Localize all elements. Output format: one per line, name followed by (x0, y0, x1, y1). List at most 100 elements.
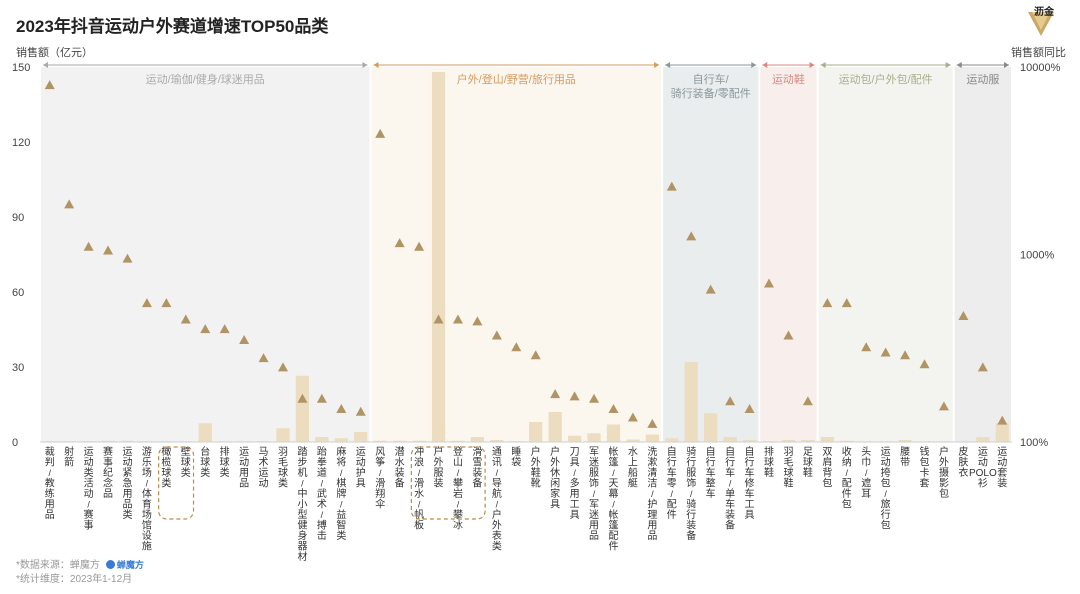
growth-marker (141, 298, 152, 308)
group-bracket-arrow-left (665, 62, 671, 68)
growth-marker (258, 353, 269, 363)
x-tick-label: 游乐场/体育场馆设施 (142, 445, 152, 553)
x-tick-label: 冲浪/滑水/帆板 (414, 445, 424, 532)
x-tick-label: 羽毛球鞋 (783, 446, 793, 490)
brand-logo: 蝉魔方 (105, 558, 144, 571)
x-tick-label: 自行车整车 (706, 445, 716, 500)
bar (548, 412, 562, 442)
bar (451, 440, 465, 442)
x-tick-label: 军迷服饰/军迷用品 (589, 446, 599, 542)
bar (431, 72, 446, 442)
group-bracket-arrow-left (820, 62, 826, 68)
growth-marker (103, 245, 114, 255)
x-tick-label: 骑行服饰/骑行装备 (686, 445, 696, 542)
y-tick-label: 0 (12, 437, 18, 449)
brand-icon (105, 560, 115, 569)
x-tick-label: 通讯/导航/户外表类 (492, 446, 502, 553)
x-tick-label: 运动类活动/赛事 (84, 446, 94, 532)
bar (198, 423, 212, 442)
logo-text: 沥金 (1034, 7, 1054, 18)
bar (820, 437, 834, 442)
group-label: 自行车/骑行装备/零配件 (671, 72, 751, 100)
x-tick-label: 排球类 (220, 445, 230, 479)
highlight-box (410, 446, 486, 520)
growth-marker (452, 314, 463, 324)
x-tick-label: 腰带 (900, 446, 910, 469)
growth-marker (647, 418, 658, 428)
x-tick-label: 裁判/教练用品 (45, 445, 55, 521)
x-tick-label: 运动套装 (997, 446, 1007, 490)
stat-period: *统计维度：2023年1-12月 (16, 574, 133, 585)
x-tick-label: 户外摄影包 (939, 445, 949, 500)
bar (801, 440, 815, 442)
growth-marker (958, 310, 969, 320)
growth-marker (686, 231, 697, 241)
growth-marker (938, 401, 949, 411)
y2-tick-label: 10000% (1020, 62, 1061, 74)
group-bracket-arrow-right (945, 62, 951, 68)
growth-marker (161, 298, 172, 308)
x-tick-label: 滑雪装备 (472, 446, 482, 490)
bar (295, 375, 310, 442)
y-tick-label: 30 (12, 362, 24, 374)
bar (120, 440, 135, 442)
bar (490, 440, 504, 442)
growth-marker (880, 347, 891, 357)
x-tick-label: 运动护具 (356, 446, 366, 490)
group-label: 运动鞋 (772, 72, 805, 86)
growth-marker (861, 342, 872, 352)
brand-name: 蝉魔方 (116, 560, 144, 570)
y-tick-label: 60 (12, 287, 24, 299)
group-bracket-arrow-left (43, 62, 48, 68)
x-tick-label: 台球类 (200, 445, 210, 479)
x-tick-label: 登山/攀岩/攀冰 (453, 445, 463, 532)
x-tick-label: 户外休闲家具 (550, 445, 560, 511)
y-tick-label: 150 (12, 62, 30, 74)
x-tick-label: 自行车/单车装备 (725, 445, 735, 532)
group-bracket-arrow-left (373, 62, 379, 68)
group-background (954, 67, 1011, 442)
x-tick-label: 羽毛球类 (278, 446, 288, 490)
growth-marker (550, 389, 561, 399)
growth-marker (802, 396, 813, 406)
x-tick-label: 运动 POLO 衫 (969, 446, 997, 490)
growth-marker (44, 80, 55, 90)
bar (742, 440, 757, 442)
x-tick-label: 跆拳道/武术/搏击 (317, 445, 327, 542)
group-label: 户外/登山/野营/旅行用品 (457, 72, 576, 86)
x-tick-label: 钱包卡套 (920, 445, 930, 490)
x-tick-label: 麻将/棋牌/益智类 (336, 445, 346, 542)
group-background (371, 67, 662, 442)
growth-marker (122, 253, 133, 263)
growth-marker (64, 199, 75, 209)
highlight-box (158, 446, 195, 520)
bar (626, 439, 640, 442)
bar (781, 440, 796, 442)
group-label: 运动/瑜伽/健身/球迷用品 (146, 72, 265, 86)
bar (645, 434, 659, 442)
group-background (818, 67, 953, 442)
bar (684, 362, 698, 442)
group-background (41, 67, 370, 442)
bar (354, 432, 368, 442)
x-tick-label: 户外鞋靴 (531, 445, 541, 490)
group-bracket-arrow-right (654, 62, 660, 68)
growth-marker (472, 316, 483, 326)
bar (470, 437, 485, 442)
bar (587, 433, 601, 442)
bar (412, 440, 426, 442)
x-tick-label: 收纳/配件包 (842, 445, 852, 511)
growth-marker (394, 238, 405, 248)
x-tick-label: 运动挎包/旅行包 (881, 446, 891, 532)
growth-marker (841, 298, 852, 308)
x-tick-label: 运动用品 (239, 446, 249, 490)
x-tick-label: 皮肤衣 (958, 445, 968, 479)
chart-title: 2023年抖音运动户外赛道增速TOP50品类 (16, 17, 329, 36)
y2-tick-label: 1000% (1020, 250, 1054, 262)
growth-marker (180, 314, 191, 324)
growth-marker (297, 393, 308, 403)
growth-marker (239, 334, 250, 344)
logo-icon (1028, 12, 1054, 36)
y2-tick-label: 100% (1020, 437, 1048, 449)
